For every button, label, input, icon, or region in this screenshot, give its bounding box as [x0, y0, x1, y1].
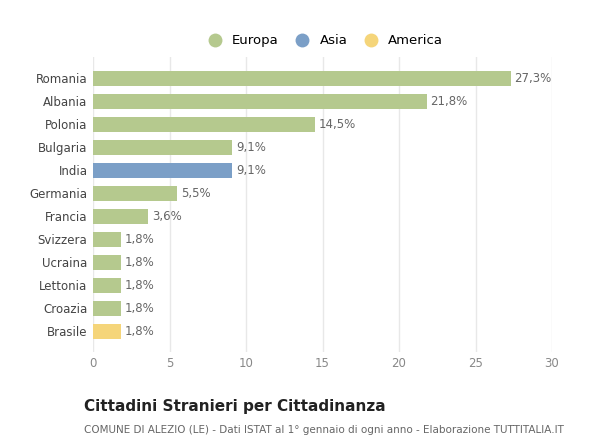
Bar	[93, 301, 121, 315]
Bar	[93, 163, 232, 178]
Bar	[93, 117, 315, 132]
Bar	[93, 324, 121, 339]
Text: 3,6%: 3,6%	[152, 209, 182, 223]
Text: 9,1%: 9,1%	[236, 164, 266, 176]
Bar	[93, 255, 121, 270]
Text: 1,8%: 1,8%	[124, 233, 154, 246]
Text: 21,8%: 21,8%	[430, 95, 467, 108]
Text: 1,8%: 1,8%	[124, 301, 154, 315]
Text: 5,5%: 5,5%	[181, 187, 211, 200]
Text: Cittadini Stranieri per Cittadinanza: Cittadini Stranieri per Cittadinanza	[84, 400, 386, 414]
Text: 27,3%: 27,3%	[515, 72, 552, 84]
Legend: Europa, Asia, America: Europa, Asia, America	[202, 34, 443, 48]
Text: 9,1%: 9,1%	[236, 141, 266, 154]
Text: 14,5%: 14,5%	[319, 117, 356, 131]
Bar	[93, 70, 511, 85]
Bar	[93, 278, 121, 293]
Bar	[93, 209, 148, 224]
Text: 1,8%: 1,8%	[124, 279, 154, 292]
Bar	[93, 231, 121, 246]
Bar	[93, 139, 232, 154]
Bar	[93, 94, 427, 109]
Text: COMUNE DI ALEZIO (LE) - Dati ISTAT al 1° gennaio di ogni anno - Elaborazione TUT: COMUNE DI ALEZIO (LE) - Dati ISTAT al 1°…	[84, 425, 564, 436]
Text: 1,8%: 1,8%	[124, 256, 154, 268]
Text: 1,8%: 1,8%	[124, 325, 154, 337]
Bar	[93, 186, 177, 201]
